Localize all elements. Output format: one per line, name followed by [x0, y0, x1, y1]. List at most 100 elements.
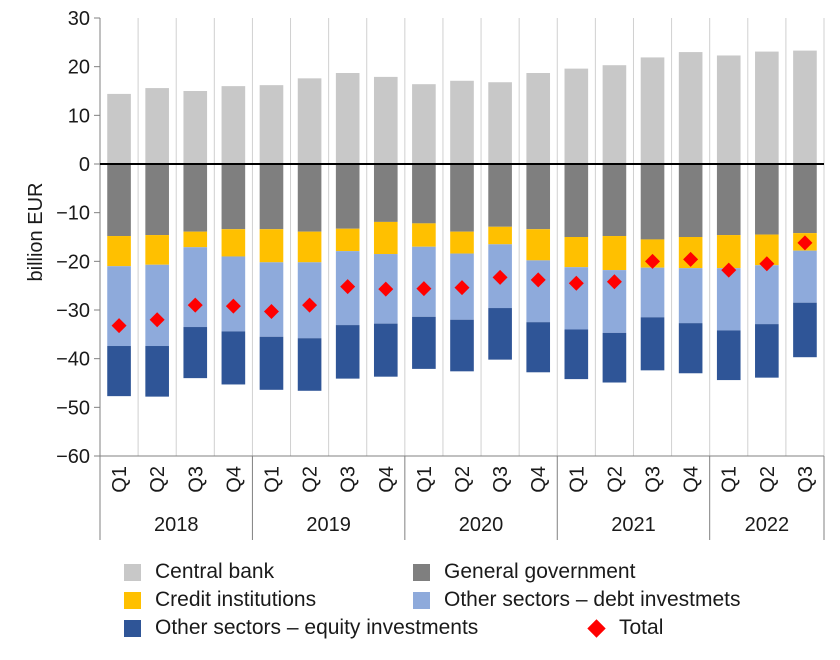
bar-segment-central-bank-8	[412, 84, 436, 164]
bar-segment-other-sectors-equity-investments-11	[526, 322, 551, 373]
total-marker-0	[111, 318, 127, 334]
y-tick-label: 30	[68, 8, 90, 30]
bar-segment-other-sectors-equity-investments-5	[297, 338, 322, 391]
legend-label-general-government: General government	[444, 560, 636, 583]
bar-segment-other-sectors-debt-investmets-1	[145, 264, 169, 347]
total-marker-15	[683, 251, 699, 267]
x-tick-label: Q4	[528, 466, 550, 493]
total-marker-4	[263, 303, 279, 319]
total-marker-7	[378, 281, 394, 297]
year-label: 2019	[306, 514, 351, 536]
total-marker-9	[454, 280, 470, 296]
total-marker-1	[149, 312, 165, 328]
bar-segment-central-bank-2	[183, 91, 208, 164]
legend-label-central-bank: Central bank	[155, 560, 275, 583]
bar-segment-general-government-11	[526, 164, 551, 230]
bar-segment-other-sectors-debt-investmets-3	[221, 256, 246, 332]
legend-item-other-sectors-equity: Other sectors – equity investments	[124, 616, 478, 640]
y-tick-label: −50	[56, 397, 90, 419]
bar-segment-general-government-7	[373, 164, 398, 222]
legend-item-central-bank: Central bank	[124, 560, 274, 584]
bar-segment-central-bank-15	[678, 52, 703, 164]
legend-label-other-sectors-equity: Other sectors – equity investments	[155, 616, 479, 639]
total-marker-8	[416, 281, 432, 297]
bar-segment-general-government-5	[297, 164, 322, 232]
total-marker-3	[225, 298, 241, 314]
x-tick-label: Q2	[300, 466, 322, 493]
bar-segment-credit-institutions-12	[564, 237, 589, 268]
bar-segment-general-government-12	[564, 164, 589, 237]
legend-swatch-general-government	[413, 563, 430, 581]
bar-segment-other-sectors-equity-investments-3	[221, 331, 246, 385]
total-marker-11	[530, 272, 546, 288]
bar-segment-central-bank-4	[259, 85, 284, 164]
bar-segment-credit-institutions-16	[716, 235, 741, 269]
bar-segment-credit-institutions-7	[373, 221, 398, 255]
bar-segment-central-bank-9	[450, 80, 474, 164]
x-tick-label: Q2	[604, 466, 626, 493]
bar-segment-general-government-14	[640, 164, 665, 240]
bar-segment-central-bank-10	[488, 82, 512, 164]
bar-segment-general-government-3	[221, 164, 246, 230]
bar-segment-general-government-1	[145, 164, 169, 236]
bar-segment-other-sectors-equity-investments-13	[602, 332, 627, 383]
x-tick-label: Q3	[338, 466, 360, 493]
legend-swatch-other-sectors-debt	[413, 591, 430, 609]
bar-segment-other-sectors-equity-investments-10	[488, 308, 512, 360]
bar-segment-central-bank-3	[221, 86, 246, 164]
bar-segment-general-government-18	[793, 164, 817, 234]
year-label: 2021	[611, 514, 656, 536]
bar-segment-general-government-2	[183, 164, 208, 232]
x-tick-label: Q4	[681, 466, 703, 493]
bar-segment-other-sectors-debt-investmets-17	[755, 265, 779, 325]
bar-segment-other-sectors-equity-investments-14	[640, 317, 665, 371]
bar-segment-general-government-13	[602, 164, 627, 237]
bar-segment-other-sectors-debt-investmets-0	[107, 266, 131, 347]
x-tick-label: Q1	[566, 466, 588, 493]
legend-item-general-government: General government	[413, 560, 635, 584]
legend-swatch-central-bank	[124, 563, 141, 581]
bar-segment-central-bank-17	[755, 51, 779, 164]
y-tick-label: −60	[56, 446, 90, 468]
legend-item-credit-institutions: Credit institutions	[124, 588, 316, 612]
bar-segment-central-bank-0	[107, 93, 131, 164]
bar-chart: 30 20 10 0 −10 −20 −30 −40 −50 −60 Q1 Q2 Q3 Q4 Q1 Q2 Q3…	[25, 8, 825, 540]
bar-segment-credit-institutions-3	[221, 229, 246, 257]
x-tick-label: Q3	[490, 466, 512, 493]
bar-segment-other-sectors-equity-investments-15	[678, 323, 703, 374]
bar-segment-other-sectors-debt-investmets-18	[793, 250, 817, 303]
legend: Central bank General government Credit i…	[0, 556, 840, 660]
x-tick-label: Q3	[185, 466, 207, 493]
year-label: 2022	[745, 514, 790, 536]
bar-segment-general-government-4	[259, 164, 284, 230]
total-markers	[111, 235, 813, 334]
bar-segment-central-bank-1	[145, 88, 169, 164]
bar-segment-central-bank-13	[602, 65, 627, 164]
total-marker-5	[302, 297, 318, 313]
total-marker-10	[492, 269, 508, 285]
y-tick-label: 20	[68, 57, 90, 79]
legend-label-total: Total	[619, 616, 664, 639]
bar-segment-general-government-8	[412, 164, 436, 224]
vertical-gridlines	[99, 18, 825, 456]
legend-label-other-sectors-debt: Other sectors – debt investmets	[444, 588, 741, 611]
bar-segment-central-bank-12	[564, 68, 589, 164]
bar-segment-credit-institutions-17	[755, 234, 779, 266]
legend-swatch-other-sectors-equity	[124, 619, 141, 637]
bar-segment-general-government-10	[488, 164, 512, 227]
year-label: 2018	[154, 514, 199, 536]
total-marker-14	[645, 253, 661, 269]
y-tick-label: 10	[68, 105, 90, 127]
bar-segment-central-bank-16	[716, 55, 741, 165]
y-tick-labels: 30 20 10 0 −10 −20 −30 −40 −50 −60	[56, 8, 100, 468]
total-marker-13	[606, 274, 622, 290]
bar-segment-other-sectors-equity-investments-6	[335, 325, 360, 379]
x-tick-label: Q4	[376, 466, 398, 493]
bar-segment-general-government-9	[450, 164, 474, 232]
bar-segment-other-sectors-equity-investments-1	[145, 346, 169, 397]
bar-segment-central-bank-14	[640, 57, 665, 164]
total-marker-6	[340, 279, 356, 295]
bar-segment-general-government-17	[755, 164, 779, 235]
bar-segment-central-bank-6	[335, 72, 360, 164]
bar-segment-credit-institutions-6	[335, 228, 360, 252]
